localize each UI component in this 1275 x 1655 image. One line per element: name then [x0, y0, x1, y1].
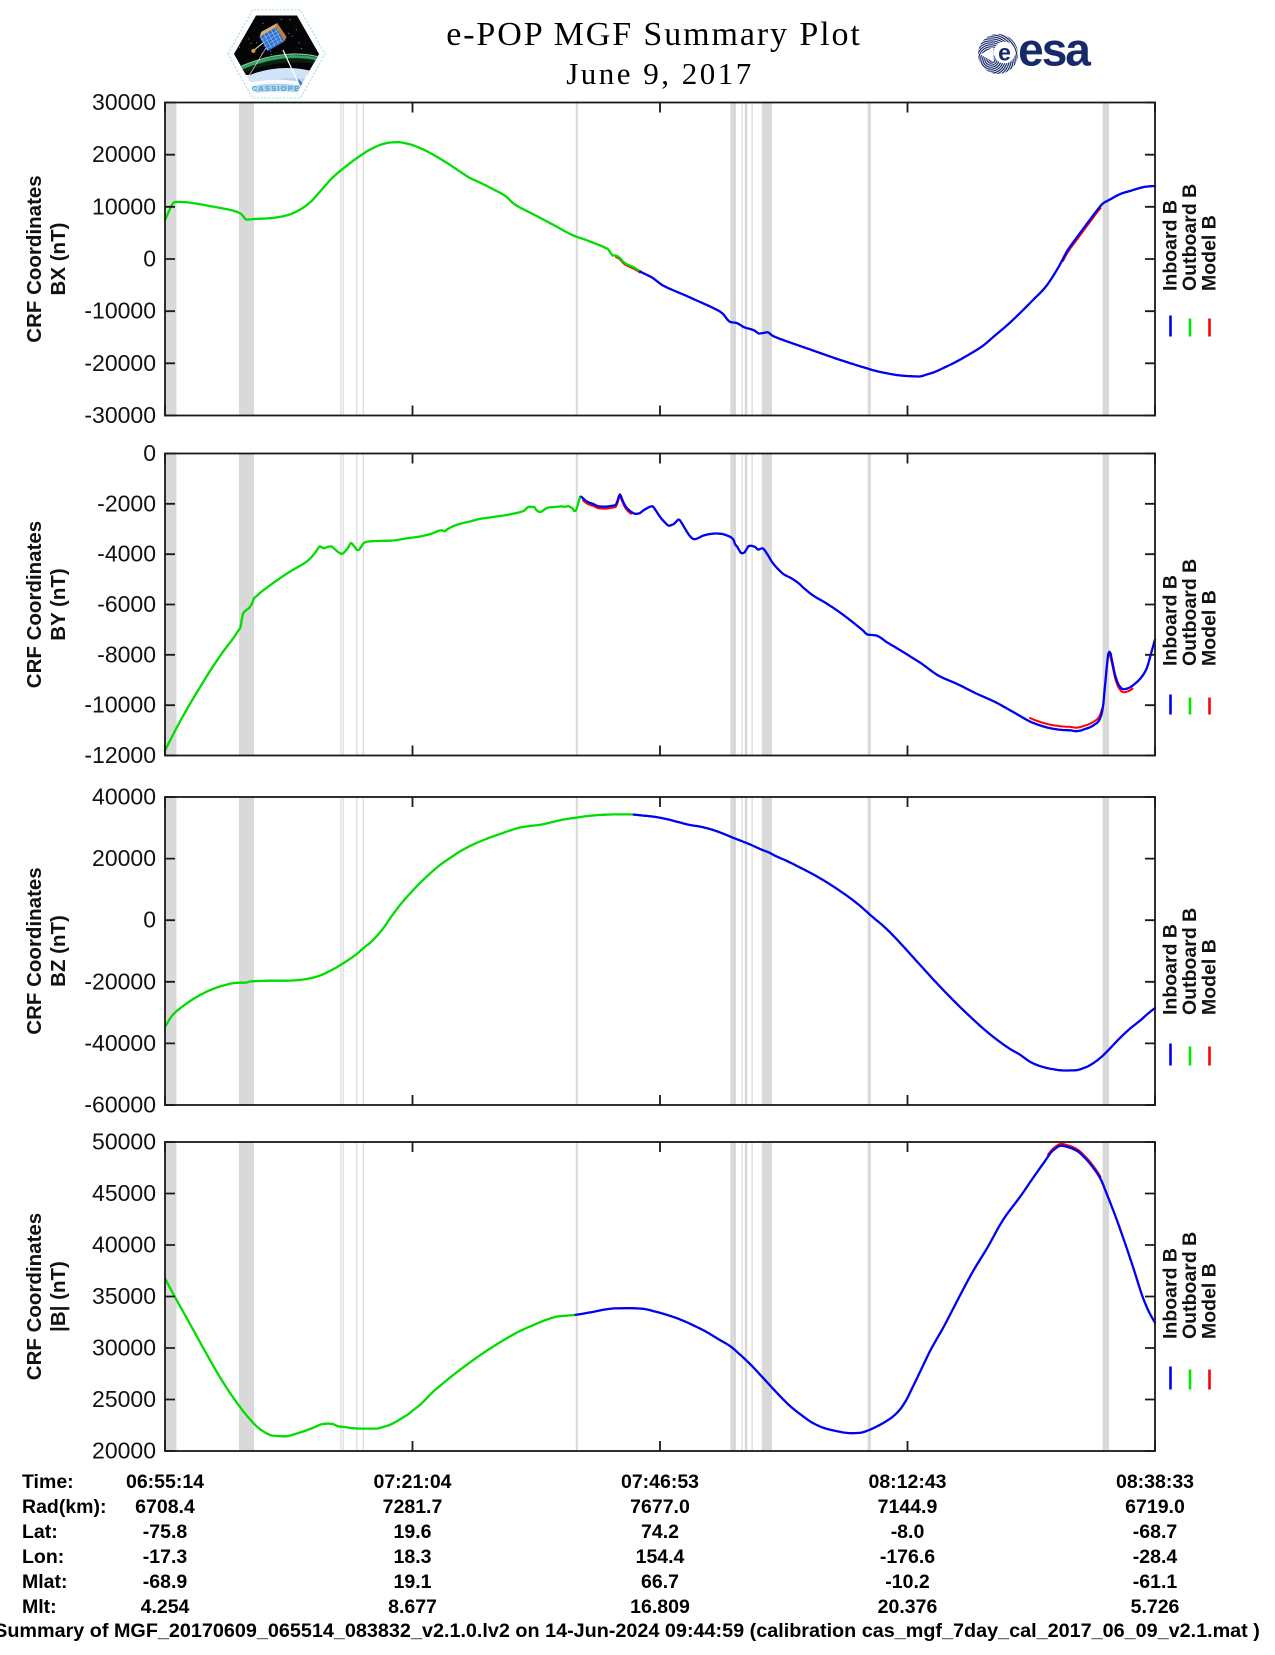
svg-text:154.4: 154.4	[636, 1546, 685, 1568]
svg-text:08:12:43: 08:12:43	[868, 1471, 946, 1493]
svg-text:19.1: 19.1	[394, 1571, 432, 1593]
svg-text:Inboard B: Inboard B	[1160, 575, 1182, 666]
svg-text:-6000: -6000	[97, 591, 156, 617]
svg-text:BY (nT): BY (nT)	[47, 568, 70, 641]
svg-text:08:38:33: 08:38:33	[1116, 1471, 1194, 1493]
svg-text:|B| (nT): |B| (nT)	[47, 1261, 70, 1332]
svg-text:Mlat:: Mlat:	[22, 1571, 68, 1593]
svg-text:CRF Coordinates: CRF Coordinates	[23, 521, 46, 688]
svg-text:07:46:53: 07:46:53	[621, 1471, 699, 1493]
svg-text:-68.7: -68.7	[1133, 1521, 1177, 1543]
svg-text:-10000: -10000	[84, 692, 156, 718]
svg-text:-176.6: -176.6	[880, 1546, 935, 1568]
svg-text:-60000: -60000	[84, 1092, 156, 1118]
svg-text:-8.0: -8.0	[891, 1521, 925, 1543]
svg-text:CASSIOPE: CASSIOPE	[252, 84, 301, 93]
svg-text:Mlt:: Mlt:	[22, 1596, 57, 1618]
svg-text:Time:: Time:	[22, 1471, 74, 1493]
svg-text:Outboard B: Outboard B	[1179, 184, 1201, 291]
svg-text:8.677: 8.677	[388, 1596, 437, 1618]
svg-text:18.3: 18.3	[394, 1546, 432, 1568]
svg-text:-10000: -10000	[84, 298, 156, 324]
svg-text:Inboard B: Inboard B	[1160, 1248, 1182, 1339]
svg-text:CRF Coordinates: CRF Coordinates	[23, 175, 46, 342]
svg-text:0: 0	[143, 907, 156, 933]
svg-text:7677.0: 7677.0	[630, 1496, 690, 1518]
svg-text:Inboard B: Inboard B	[1160, 924, 1182, 1015]
svg-text:-75.8: -75.8	[143, 1521, 188, 1543]
svg-text:6719.0: 6719.0	[1125, 1496, 1185, 1518]
svg-text:19.6: 19.6	[394, 1521, 432, 1543]
svg-text:0: 0	[143, 440, 156, 466]
svg-text:16.809: 16.809	[630, 1596, 690, 1618]
svg-text:20000: 20000	[92, 845, 156, 871]
svg-text:45000: 45000	[92, 1180, 156, 1206]
svg-text:Summary of MGF_20170609_065514: Summary of MGF_20170609_065514_083832_v2…	[0, 1620, 1260, 1642]
svg-text:7281.7: 7281.7	[383, 1496, 443, 1518]
svg-text:07:21:04: 07:21:04	[373, 1471, 451, 1493]
svg-text:-8000: -8000	[97, 641, 156, 667]
svg-text:Model B: Model B	[1199, 590, 1221, 666]
svg-text:-20000: -20000	[84, 350, 156, 376]
svg-text:4.254: 4.254	[141, 1596, 190, 1618]
svg-text:6708.4: 6708.4	[135, 1496, 195, 1518]
svg-text:25000: 25000	[92, 1386, 156, 1412]
svg-text:BX (nT): BX (nT)	[47, 223, 70, 296]
svg-text:Rad(km):: Rad(km):	[22, 1496, 107, 1518]
svg-text:66.7: 66.7	[641, 1571, 679, 1593]
svg-text:-28.4: -28.4	[1133, 1546, 1178, 1568]
svg-text:-12000: -12000	[84, 742, 156, 768]
svg-text:Lon:: Lon:	[22, 1546, 64, 1568]
svg-text:Outboard B: Outboard B	[1179, 559, 1201, 666]
svg-text:50000: 50000	[92, 1129, 156, 1155]
svg-text:-4000: -4000	[97, 541, 156, 567]
svg-text:30000: 30000	[92, 1335, 156, 1361]
svg-text:e: e	[998, 40, 1011, 66]
svg-text:Lat:: Lat:	[22, 1521, 58, 1543]
svg-text:-30000: -30000	[84, 402, 156, 428]
svg-text:20000: 20000	[92, 141, 156, 167]
svg-text:35000: 35000	[92, 1283, 156, 1309]
svg-text:06:55:14: 06:55:14	[126, 1471, 204, 1493]
svg-text:-17.3: -17.3	[143, 1546, 188, 1568]
svg-text:e-POP MGF Summary Plot: e-POP MGF Summary Plot	[446, 16, 862, 53]
svg-text:BZ (nT): BZ (nT)	[47, 915, 70, 987]
svg-text:Model B: Model B	[1199, 215, 1221, 291]
svg-text:30000: 30000	[92, 89, 156, 115]
svg-text:Model B: Model B	[1199, 1263, 1221, 1339]
svg-text:10000: 10000	[92, 193, 156, 219]
svg-text:40000: 40000	[92, 784, 156, 810]
svg-text:CRF Coordinates: CRF Coordinates	[23, 1213, 46, 1380]
svg-text:7144.9: 7144.9	[878, 1496, 938, 1518]
svg-text:Inboard B: Inboard B	[1160, 200, 1182, 291]
svg-text:40000: 40000	[92, 1232, 156, 1258]
svg-text:-40000: -40000	[84, 1030, 156, 1056]
svg-text:-2000: -2000	[97, 490, 156, 516]
svg-text:5.726: 5.726	[1131, 1596, 1180, 1618]
svg-text:0: 0	[143, 246, 156, 272]
svg-text:Outboard B: Outboard B	[1179, 908, 1201, 1015]
svg-text:CRF Coordinates: CRF Coordinates	[23, 867, 46, 1034]
svg-text:20.376: 20.376	[878, 1596, 938, 1618]
svg-text:June 9, 2017: June 9, 2017	[566, 56, 754, 91]
svg-text:esa: esa	[1018, 24, 1091, 76]
svg-text:-61.1: -61.1	[1133, 1571, 1178, 1593]
svg-text:Model B: Model B	[1199, 939, 1221, 1015]
svg-text:20000: 20000	[92, 1438, 156, 1464]
svg-text:-10.2: -10.2	[885, 1571, 930, 1593]
svg-text:-68.9: -68.9	[143, 1571, 188, 1593]
svg-text:Outboard B: Outboard B	[1179, 1232, 1201, 1339]
svg-text:74.2: 74.2	[641, 1521, 679, 1543]
svg-text:-20000: -20000	[84, 968, 156, 994]
